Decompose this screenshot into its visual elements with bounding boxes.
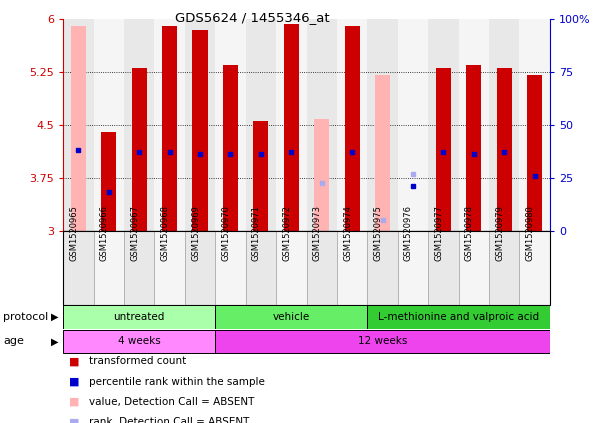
Text: GSM1520972: GSM1520972 (282, 205, 291, 261)
Bar (223, 65, 238, 231)
Bar (527, 75, 542, 231)
Text: GSM1520975: GSM1520975 (374, 205, 383, 261)
Bar (466, 65, 481, 231)
Text: protocol: protocol (3, 312, 48, 322)
Bar (367, 305, 550, 329)
Text: ▶: ▶ (52, 336, 59, 346)
Text: GSM1520977: GSM1520977 (435, 205, 444, 261)
Bar (71, 26, 86, 231)
Text: GSM1520976: GSM1520976 (404, 205, 413, 261)
Bar (101, 132, 117, 231)
Bar (63, 19, 94, 231)
Text: GSM1520974: GSM1520974 (343, 205, 352, 261)
Bar (215, 19, 246, 231)
Bar (459, 19, 489, 231)
Text: ■: ■ (69, 356, 79, 366)
Bar (519, 19, 550, 231)
Text: 12 weeks: 12 weeks (358, 336, 407, 346)
Bar (459, 231, 489, 305)
Bar (337, 19, 367, 231)
Bar (284, 24, 299, 231)
Text: value, Detection Call = ABSENT: value, Detection Call = ABSENT (89, 397, 254, 407)
Bar (63, 305, 215, 329)
Text: ▶: ▶ (52, 312, 59, 322)
Bar (436, 69, 451, 231)
Text: GSM1520978: GSM1520978 (465, 205, 474, 261)
Bar (428, 231, 459, 305)
Bar (185, 231, 215, 305)
Bar (276, 19, 307, 231)
Text: vehicle: vehicle (273, 312, 310, 322)
Text: GSM1520970: GSM1520970 (221, 205, 230, 261)
Text: GDS5624 / 1455346_at: GDS5624 / 1455346_at (175, 11, 330, 24)
Bar (215, 231, 246, 305)
Text: GSM1520973: GSM1520973 (313, 205, 322, 261)
Bar (162, 26, 177, 231)
Bar (154, 231, 185, 305)
Bar (154, 19, 185, 231)
Bar (124, 231, 154, 305)
Bar (489, 19, 519, 231)
Bar (307, 19, 337, 231)
Text: ■: ■ (69, 417, 79, 423)
Text: ■: ■ (69, 376, 79, 387)
Bar (63, 330, 215, 353)
Bar (215, 330, 550, 353)
Bar (185, 19, 215, 231)
Text: GSM1520968: GSM1520968 (160, 205, 169, 261)
Text: rank, Detection Call = ABSENT: rank, Detection Call = ABSENT (89, 417, 249, 423)
Bar (124, 19, 154, 231)
Bar (367, 19, 398, 231)
Bar (337, 231, 367, 305)
Bar (192, 30, 207, 231)
Text: GSM1520966: GSM1520966 (100, 205, 109, 261)
Bar (496, 69, 512, 231)
Bar (63, 231, 94, 305)
Bar (519, 231, 550, 305)
Bar (132, 69, 147, 231)
Bar (398, 231, 429, 305)
Bar (314, 119, 329, 231)
Bar (246, 231, 276, 305)
Text: transformed count: transformed count (89, 356, 186, 366)
Text: age: age (3, 336, 24, 346)
Text: GSM1520979: GSM1520979 (495, 205, 504, 261)
Bar (489, 231, 519, 305)
Text: L-methionine and valproic acid: L-methionine and valproic acid (378, 312, 539, 322)
Bar (344, 26, 360, 231)
Text: ■: ■ (69, 397, 79, 407)
Bar (215, 305, 367, 329)
Text: 4 weeks: 4 weeks (118, 336, 160, 346)
Bar (428, 19, 459, 231)
Text: GSM1520980: GSM1520980 (526, 205, 535, 261)
Text: GSM1520967: GSM1520967 (130, 205, 139, 261)
Bar (276, 231, 307, 305)
Text: untreated: untreated (114, 312, 165, 322)
Bar (307, 231, 337, 305)
Bar (398, 19, 429, 231)
Text: GSM1520969: GSM1520969 (191, 205, 200, 261)
Text: GSM1520971: GSM1520971 (252, 205, 261, 261)
Bar (246, 19, 276, 231)
Text: GSM1520965: GSM1520965 (69, 205, 78, 261)
Bar (375, 75, 390, 231)
Bar (94, 231, 124, 305)
Text: percentile rank within the sample: percentile rank within the sample (89, 376, 265, 387)
Bar (253, 121, 269, 231)
Bar (94, 19, 124, 231)
Bar (367, 231, 398, 305)
